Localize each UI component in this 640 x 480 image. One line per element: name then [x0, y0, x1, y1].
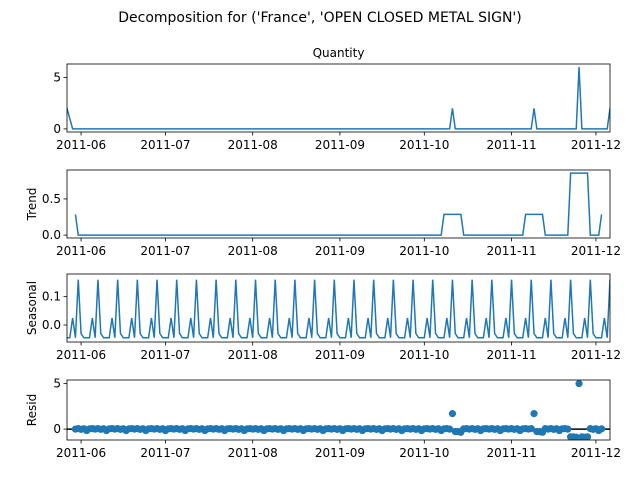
x-tick-label: 2011-06	[56, 244, 106, 258]
x-tick-label: 2011-10	[399, 446, 449, 460]
x-tick-label: 2011-07	[140, 244, 190, 258]
x-tick-label: 2011-08	[228, 244, 278, 258]
resid-point	[597, 425, 606, 433]
x-tick-label: 2011-12	[571, 138, 621, 152]
y-tick-label: 0.0	[42, 318, 61, 332]
plot-area	[67, 67, 610, 130]
series-line	[67, 67, 610, 130]
resid-point	[530, 410, 538, 418]
y-axis-label: Trend	[25, 188, 39, 222]
series-line	[67, 279, 610, 339]
x-tick-label: 2011-06	[56, 446, 106, 460]
panel-quantity: Quantity 0 5 2011-06 2011-07 2011-08 2011-09 20…	[53, 46, 621, 152]
x-tick-label: 2011-11	[486, 244, 536, 258]
x-tick-label: 2011-11	[486, 138, 536, 152]
resid-point	[583, 433, 592, 440]
y-tick-label: 0.1	[42, 290, 61, 304]
x-tick-label: 2011-11	[486, 446, 536, 460]
x-tick-label: 2011-10	[399, 138, 449, 152]
x-tick-label: 2011-08	[228, 138, 278, 152]
x-tick-label: 2011-06	[56, 348, 106, 362]
plot-area	[67, 279, 610, 339]
y-tick-label: 0	[53, 122, 61, 136]
x-tick-label: 2011-10	[399, 348, 449, 362]
panel-seasonal: Seasonal 0.0 0.1 2011-06 2011-07 2011-08 2011-…	[25, 273, 621, 362]
y-axis-label: Seasonal	[25, 281, 39, 335]
y-tick-label: 0.5	[42, 192, 61, 206]
x-tick-label: 2011-09	[315, 244, 365, 258]
x-tick-label: 2011-07	[140, 348, 190, 362]
y-tick-label: 0	[53, 422, 61, 436]
resid-point	[564, 425, 572, 433]
x-tick-label: 2011-08	[228, 348, 278, 362]
panel-resid: Resid 0 5 2011-06 2011-07 2011-08 2011-09 2011-…	[25, 377, 621, 460]
figure-title: Decomposition for ('France', 'OPEN CLOSE…	[118, 10, 522, 26]
y-tick-label: 5	[53, 70, 61, 84]
y-tick-label: 0.0	[42, 228, 61, 242]
axes-frame	[66, 379, 611, 441]
x-tick-label: 2011-12	[571, 348, 621, 362]
series-line	[74, 172, 603, 236]
resid-point	[575, 380, 583, 388]
x-tick-label: 2011-06	[56, 138, 106, 152]
x-tick-label: 2011-09	[315, 138, 365, 152]
resid-point	[572, 433, 580, 440]
y-axis-label: Resid	[25, 394, 39, 426]
x-tick-label: 2011-08	[228, 446, 278, 460]
resid-point	[446, 425, 454, 433]
plot-area	[74, 172, 603, 236]
x-tick-label: 2011-07	[140, 138, 190, 152]
x-tick-label: 2011-12	[571, 244, 621, 258]
x-tick-label: 2011-10	[399, 244, 449, 258]
axes-frame	[66, 63, 611, 133]
plot-area	[67, 380, 610, 440]
x-tick-label: 2011-09	[315, 348, 365, 362]
x-tick-label: 2011-07	[140, 446, 190, 460]
y-tick-label: 5	[53, 377, 61, 391]
x-tick-label: 2011-11	[486, 348, 536, 362]
resid-point	[527, 425, 535, 433]
axes-frame	[66, 273, 611, 343]
resid-point	[448, 410, 457, 418]
axes-frame	[66, 169, 611, 239]
panel-title: Quantity	[313, 46, 365, 60]
x-tick-label: 2011-09	[315, 446, 365, 460]
x-tick-label: 2011-12	[571, 446, 621, 460]
